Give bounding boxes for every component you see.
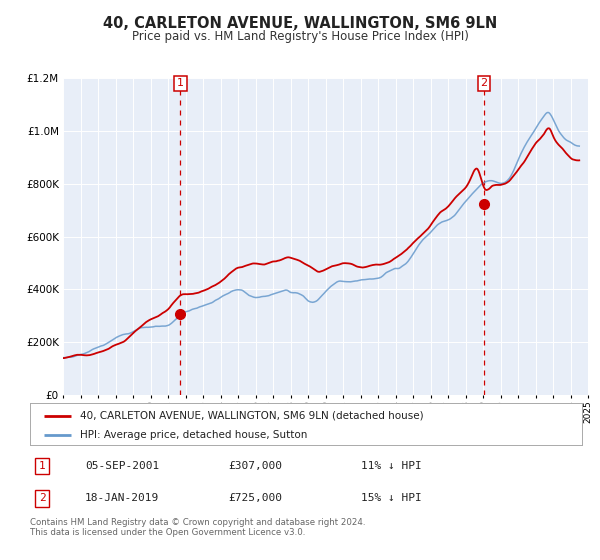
Text: 1: 1 (177, 78, 184, 88)
Text: 2: 2 (39, 493, 46, 503)
Text: 1: 1 (39, 461, 46, 471)
Text: HPI: Average price, detached house, Sutton: HPI: Average price, detached house, Sutt… (80, 430, 307, 440)
Text: £725,000: £725,000 (229, 493, 283, 503)
Text: 05-SEP-2001: 05-SEP-2001 (85, 461, 160, 471)
Text: 40, CARLETON AVENUE, WALLINGTON, SM6 9LN (detached house): 40, CARLETON AVENUE, WALLINGTON, SM6 9LN… (80, 411, 424, 421)
Text: Price paid vs. HM Land Registry's House Price Index (HPI): Price paid vs. HM Land Registry's House … (131, 30, 469, 43)
Text: 15% ↓ HPI: 15% ↓ HPI (361, 493, 422, 503)
Text: £307,000: £307,000 (229, 461, 283, 471)
Text: 18-JAN-2019: 18-JAN-2019 (85, 493, 160, 503)
Text: Contains HM Land Registry data © Crown copyright and database right 2024.
This d: Contains HM Land Registry data © Crown c… (30, 518, 365, 538)
Text: 40, CARLETON AVENUE, WALLINGTON, SM6 9LN: 40, CARLETON AVENUE, WALLINGTON, SM6 9LN (103, 16, 497, 31)
Text: 11% ↓ HPI: 11% ↓ HPI (361, 461, 422, 471)
Text: 2: 2 (481, 78, 487, 88)
